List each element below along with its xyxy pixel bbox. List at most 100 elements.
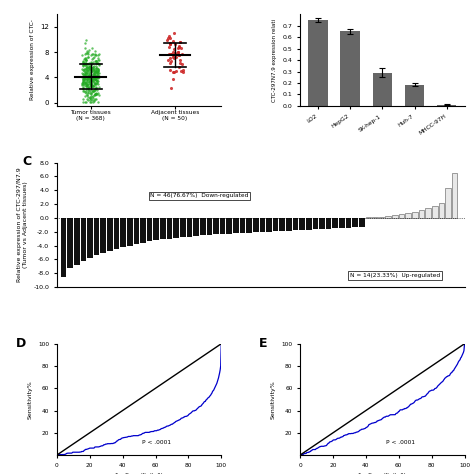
Point (84, 54, 91, 61)
Point (82, 79, 89, 87)
Point (85, 70, 93, 78)
Point (88, 97, 96, 104)
Point (86, 96, 94, 104)
Point (85, 46, 92, 54)
Point (169, 48, 177, 56)
Point (85, 73, 92, 80)
Point (84, 88, 91, 96)
Point (92, 57, 100, 65)
Point (91, 50, 99, 58)
Point (95, 51, 103, 58)
Point (82, 82, 90, 90)
Point (88, 61, 96, 68)
Point (90, 69, 98, 77)
Point (81, 77, 88, 85)
Point (85, 63, 93, 71)
Point (82, 69, 90, 76)
Point (93, 68, 100, 76)
Point (176, 59, 184, 67)
Point (80, 84, 87, 91)
Point (81, 70, 89, 78)
Point (86, 73, 94, 81)
Point (85, 73, 93, 81)
Bar (326, 218, 331, 228)
Point (88, 51, 96, 58)
Point (171, 68, 178, 75)
Bar (425, 208, 431, 218)
Point (164, 56, 171, 64)
Point (81, 71, 89, 79)
Point (86, 66, 94, 74)
Point (94, 51, 102, 58)
Point (83, 95, 91, 102)
Point (91, 67, 98, 75)
Point (92, 76, 100, 84)
Point (79, 75, 87, 82)
Point (82, 36, 90, 44)
Point (87, 63, 95, 71)
Point (89, 98, 96, 106)
Bar (240, 218, 245, 233)
Point (170, 29, 178, 37)
Point (174, 50, 182, 57)
Point (94, 65, 102, 73)
Point (87, 76, 94, 83)
Point (91, 96, 99, 103)
Point (89, 92, 97, 100)
Point (85, 60, 92, 67)
Point (170, 75, 177, 82)
Point (86, 65, 94, 73)
Bar (372, 217, 378, 218)
Bar (74, 218, 80, 265)
Point (83, 82, 91, 89)
Bar (246, 218, 252, 233)
Point (85, 64, 92, 72)
Y-axis label: Sensitivity%: Sensitivity% (27, 380, 33, 419)
Point (94, 74, 102, 82)
Point (84, 81, 91, 88)
Point (88, 77, 96, 84)
Point (82, 68, 89, 76)
Point (83, 82, 91, 89)
X-axis label: 1 - Specificity%: 1 - Specificity% (358, 473, 407, 474)
Point (81, 80, 88, 87)
Bar (365, 217, 371, 218)
Bar (233, 218, 239, 234)
Point (90, 76, 97, 83)
Point (84, 90, 92, 97)
Point (92, 67, 100, 74)
Point (165, 32, 173, 40)
Point (95, 73, 103, 80)
Point (88, 79, 95, 86)
Point (171, 49, 179, 57)
Point (94, 98, 102, 106)
Bar (405, 85, 424, 106)
Point (81, 75, 88, 82)
Point (87, 58, 95, 66)
Point (88, 91, 95, 98)
Point (88, 80, 95, 88)
Point (95, 69, 102, 76)
Point (88, 82, 96, 90)
Point (80, 72, 87, 80)
Bar (299, 218, 305, 230)
Point (89, 88, 96, 96)
Point (93, 78, 100, 86)
Point (86, 88, 94, 95)
Point (175, 51, 182, 59)
Point (87, 72, 94, 80)
Point (82, 56, 90, 64)
Bar (260, 218, 265, 232)
Bar (94, 218, 100, 255)
Point (92, 80, 100, 87)
Point (90, 70, 97, 77)
Y-axis label: CTC-297N7.9 expression relati: CTC-297N7.9 expression relati (272, 18, 277, 101)
Point (83, 91, 91, 98)
Bar (147, 218, 153, 241)
Point (85, 74, 92, 82)
Bar (438, 203, 444, 218)
Point (81, 73, 89, 81)
Point (88, 94, 96, 101)
Point (91, 75, 99, 82)
Point (79, 71, 87, 78)
